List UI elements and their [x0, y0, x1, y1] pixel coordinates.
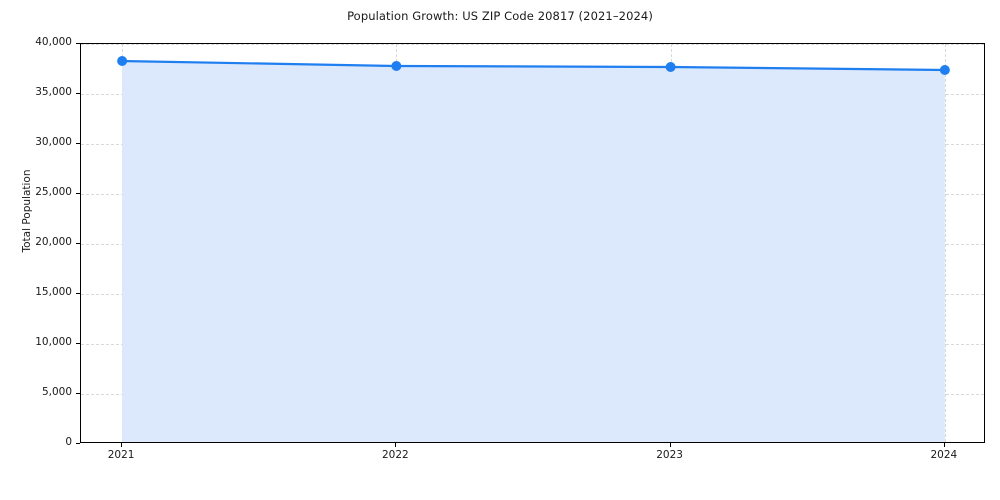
y-tick-mark: [76, 193, 80, 194]
y-tick-label: 40,000: [35, 36, 72, 48]
y-tick-mark: [76, 293, 80, 294]
gridline-horizontal: [81, 44, 984, 45]
y-axis-label: Total Population: [21, 169, 33, 253]
data-point-marker: [117, 56, 128, 66]
y-tick-label: 30,000: [35, 136, 72, 148]
y-tick-mark: [76, 143, 80, 144]
y-tick-label: 15,000: [35, 286, 72, 298]
y-tick-label: 35,000: [35, 86, 72, 98]
chart-title: Population Growth: US ZIP Code 20817 (20…: [347, 9, 653, 23]
y-tick-label: 0: [65, 436, 72, 448]
y-tick-label: 25,000: [35, 186, 72, 198]
y-tick-label: 10,000: [35, 336, 72, 348]
data-point-marker: [939, 65, 950, 75]
x-tick-label: 2022: [382, 449, 409, 461]
data-series-line-population: [117, 56, 950, 442]
y-tick-label: 5,000: [41, 386, 72, 398]
y-tick-mark: [76, 243, 80, 244]
x-tick-mark: [395, 443, 397, 447]
y-tick-mark: [76, 393, 80, 394]
data-point-marker: [665, 62, 676, 72]
x-tick-label: 2024: [930, 449, 958, 461]
plot-area: [80, 43, 985, 443]
gridline-vertical: [944, 44, 946, 442]
x-tick-mark: [669, 443, 671, 447]
y-tick-label: 20,000: [35, 236, 72, 248]
x-tick-mark: [943, 443, 945, 447]
x-tick-label: 2021: [107, 449, 135, 461]
series-line: [121, 59, 946, 72]
area-fill: [122, 61, 945, 442]
x-tick-mark: [121, 443, 123, 447]
x-tick-label: 2023: [656, 449, 683, 461]
y-tick-mark: [76, 343, 80, 344]
y-tick-mark: [76, 93, 80, 94]
y-tick-mark: [76, 43, 80, 44]
data-point-markers: [117, 56, 950, 75]
y-tick-mark: [76, 443, 80, 444]
data-point-marker: [391, 61, 402, 71]
